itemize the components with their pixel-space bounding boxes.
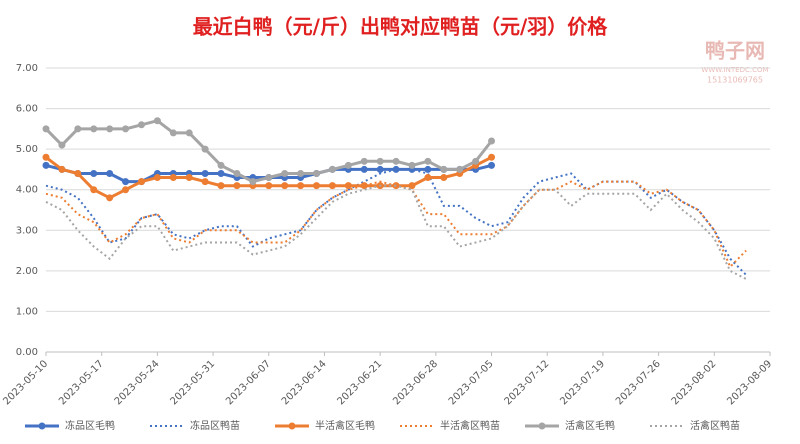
data-point xyxy=(58,165,66,173)
data-point xyxy=(106,125,114,133)
data-point xyxy=(392,157,400,165)
data-point xyxy=(313,182,321,190)
data-point xyxy=(74,169,82,177)
data-point xyxy=(408,182,416,190)
watermark-url: WWW.INTEDC.COM xyxy=(701,66,768,74)
data-point xyxy=(456,165,464,173)
data-point xyxy=(169,174,177,182)
data-point xyxy=(344,182,352,190)
data-point xyxy=(153,117,161,125)
data-point xyxy=(90,125,98,133)
y-tick-label: 5.00 xyxy=(16,144,38,155)
data-point xyxy=(488,137,496,145)
data-point xyxy=(376,157,384,165)
data-point xyxy=(408,161,416,169)
series-line xyxy=(45,168,747,276)
data-point xyxy=(42,153,50,161)
data-point xyxy=(106,194,114,202)
data-point xyxy=(58,141,66,149)
data-point xyxy=(376,165,384,173)
data-point xyxy=(344,161,352,169)
data-point xyxy=(265,174,273,182)
data-point xyxy=(233,182,241,190)
legend-marker xyxy=(288,422,296,430)
data-point xyxy=(281,182,289,190)
legend-item: 活禽区毛鸭 xyxy=(525,419,615,432)
data-point xyxy=(122,125,130,133)
data-point xyxy=(249,178,257,186)
y-tick-label: 3.00 xyxy=(16,225,38,236)
legend-item: 半活禽区鸭苗 xyxy=(400,419,500,432)
data-point xyxy=(201,178,209,186)
data-point xyxy=(360,182,368,190)
data-point xyxy=(217,161,225,169)
legend-label: 半活禽区鸭苗 xyxy=(440,419,500,432)
data-point xyxy=(488,161,496,169)
data-point xyxy=(153,174,161,182)
data-point xyxy=(137,178,145,186)
data-point xyxy=(488,153,496,161)
chart-title: 最近白鸭（元/斤）出鸭对应鸭苗（元/羽）价格 xyxy=(193,15,609,39)
data-point xyxy=(90,169,98,177)
legend-marker xyxy=(38,422,46,430)
y-tick-label: 1.00 xyxy=(16,306,38,317)
data-point xyxy=(217,169,225,177)
legend-label: 冻品区毛鸭 xyxy=(65,419,115,432)
data-point xyxy=(106,169,114,177)
y-tick-label: 7.00 xyxy=(16,63,38,74)
legend-item: 冻品区鸭苗 xyxy=(150,419,240,432)
legend-label: 活禽区毛鸭 xyxy=(565,419,615,432)
data-point xyxy=(185,174,193,182)
y-tick-label: 4.00 xyxy=(16,185,38,196)
legend-label: 冻品区鸭苗 xyxy=(190,419,240,432)
data-point xyxy=(42,161,50,169)
data-point xyxy=(360,165,368,173)
data-point xyxy=(472,157,480,165)
data-point xyxy=(424,174,432,182)
data-point xyxy=(424,165,432,173)
data-point xyxy=(281,169,289,177)
data-point xyxy=(169,129,177,137)
series-line xyxy=(45,184,747,280)
data-point xyxy=(360,157,368,165)
data-point xyxy=(440,174,448,182)
watermark-name: 鸭子网 xyxy=(705,39,765,63)
data-point xyxy=(201,145,209,153)
legend-item: 活禽区鸭苗 xyxy=(650,419,740,432)
legend-item: 半活禽区毛鸭 xyxy=(275,419,375,432)
data-point xyxy=(440,165,448,173)
data-point xyxy=(42,125,50,133)
data-point xyxy=(122,186,130,194)
data-point xyxy=(328,182,336,190)
data-point xyxy=(185,129,193,137)
data-point xyxy=(313,169,321,177)
data-point xyxy=(217,182,225,190)
legend-label: 活禽区鸭苗 xyxy=(690,419,740,432)
data-point xyxy=(122,178,130,186)
data-point xyxy=(297,169,305,177)
data-point xyxy=(233,169,241,177)
legend-marker xyxy=(538,422,546,430)
legend-item: 冻品区毛鸭 xyxy=(25,419,115,432)
y-tick-label: 0.00 xyxy=(16,347,38,358)
y-tick-label: 6.00 xyxy=(16,104,38,115)
data-point xyxy=(392,165,400,173)
data-point xyxy=(424,157,432,165)
y-tick-label: 2.00 xyxy=(16,266,38,277)
watermark: 鸭子网 WWW.INTEDC.COM 15131069765 xyxy=(701,39,768,85)
data-point xyxy=(74,125,82,133)
legend-label: 半活禽区毛鸭 xyxy=(315,419,375,432)
data-point xyxy=(201,169,209,177)
data-point xyxy=(90,186,98,194)
watermark-phone: 15131069765 xyxy=(707,76,763,85)
data-point xyxy=(137,121,145,129)
data-point xyxy=(297,182,305,190)
data-point xyxy=(265,182,273,190)
data-point xyxy=(328,165,336,173)
